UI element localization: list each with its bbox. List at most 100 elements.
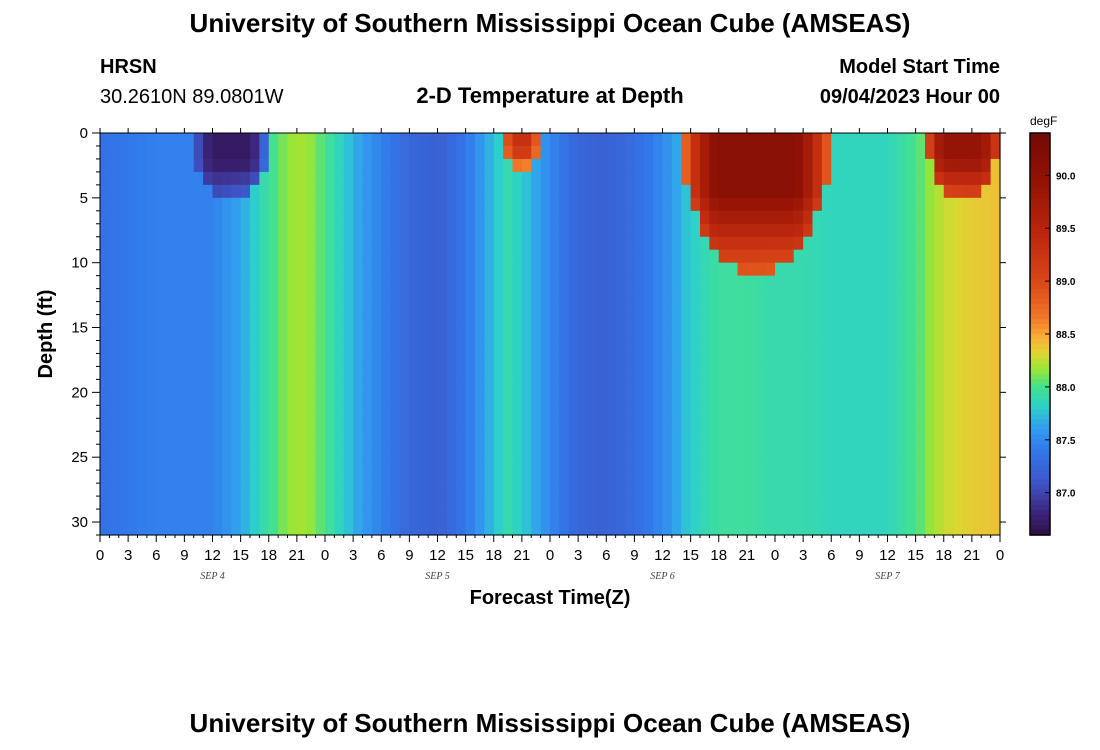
heatmap-cell [287,418,298,432]
heatmap-cell [540,171,551,186]
heatmap-cell [128,483,139,497]
heatmap-cell [418,431,429,445]
heatmap-cell [456,314,467,329]
heatmap-cell [643,223,654,238]
heatmap-cell [709,145,720,160]
heatmap-cell [887,249,898,264]
heatmap-cell [625,158,635,173]
heatmap-cell [109,171,120,186]
colorbar-swatch [1030,384,1050,390]
heatmap-cell [775,262,785,277]
heatmap-cell [137,483,148,497]
heatmap-cell [240,145,251,160]
heatmap-cell [240,197,251,212]
heatmap-cell [653,340,664,355]
heatmap-cell [878,133,889,147]
heatmap-cell [465,145,476,160]
heatmap-cell [925,457,935,471]
heatmap-cell [475,353,485,368]
heatmap-cell [596,223,607,238]
heatmap-cell [681,457,692,471]
heatmap-cell [709,171,720,186]
heatmap-cell [418,418,429,432]
heatmap-cell [596,431,607,445]
heatmap-cell [146,301,157,316]
heatmap-cell [287,327,298,342]
heatmap-cell [137,133,148,147]
heatmap-cell [259,236,270,251]
heatmap-cell [821,262,832,277]
heatmap-cell [990,236,1001,251]
heatmap-cell [512,418,523,432]
heatmap-cell [981,223,992,238]
heatmap-cell [156,509,167,523]
heatmap-cell [100,158,110,173]
heatmap-cell [550,340,560,355]
heatmap-cell [100,184,110,199]
heatmap-cell [559,314,570,329]
heatmap-cell [925,249,935,264]
heatmap-cell [100,236,110,251]
heatmap-cell [718,418,729,432]
heatmap-cell [193,379,204,393]
heatmap-cell [803,145,814,160]
heatmap-cell [990,509,1001,523]
heatmap-cell [681,314,692,329]
heatmap-cell [746,288,757,303]
heatmap-cell [643,236,654,251]
heatmap-cell [775,444,785,458]
heatmap-cell [268,509,279,523]
heatmap-cell [803,496,814,510]
heatmap-cell [662,340,673,355]
heatmap-cell [700,483,710,497]
heatmap-cell [803,249,814,264]
heatmap-cell [625,353,635,368]
heatmap-cell [193,509,204,523]
heatmap-cell [268,249,279,264]
heatmap-cell [221,133,232,147]
heatmap-cell [915,184,926,199]
heatmap-cell [812,197,823,212]
heatmap-cell [456,483,467,497]
heatmap-cell [793,340,804,355]
heatmap-cell [671,275,682,290]
heatmap-cell [625,288,635,303]
heatmap-cell [315,431,326,445]
heatmap-cell [259,418,270,432]
heatmap-cell [925,444,935,458]
heatmap-cell [175,353,185,368]
heatmap-cell [221,223,232,238]
heatmap-cell [634,133,645,147]
heatmap-cell [671,288,682,303]
heatmap-cell [400,314,410,329]
heatmap-cell [240,392,251,406]
heatmap-cell [531,133,542,147]
heatmap-cell [128,379,139,393]
heatmap-cell [240,470,251,484]
heatmap-cell [456,470,467,484]
heatmap-cell [100,379,110,393]
heatmap-cell [128,288,139,303]
heatmap-cell [315,327,326,342]
heatmap-cell [325,444,335,458]
heatmap-cell [165,327,176,342]
heatmap-cell [353,392,364,406]
heatmap-cell [203,158,214,173]
heatmap-cell [296,444,307,458]
heatmap-cell [484,133,495,147]
heatmap-cell [446,418,457,432]
heatmap-cell [953,236,964,251]
heatmap-cell [962,262,973,277]
heatmap-cell [137,158,148,173]
heatmap-cell [540,509,551,523]
heatmap-cell [681,522,692,536]
heatmap-cell [353,301,364,316]
heatmap-cell [137,379,148,393]
heatmap-cell [934,288,945,303]
heatmap-cell [775,288,785,303]
heatmap-cell [156,496,167,510]
heatmap-cell [475,431,485,445]
heatmap-cell [878,145,889,160]
heatmap-cell [184,158,195,173]
heatmap-cell [315,210,326,225]
